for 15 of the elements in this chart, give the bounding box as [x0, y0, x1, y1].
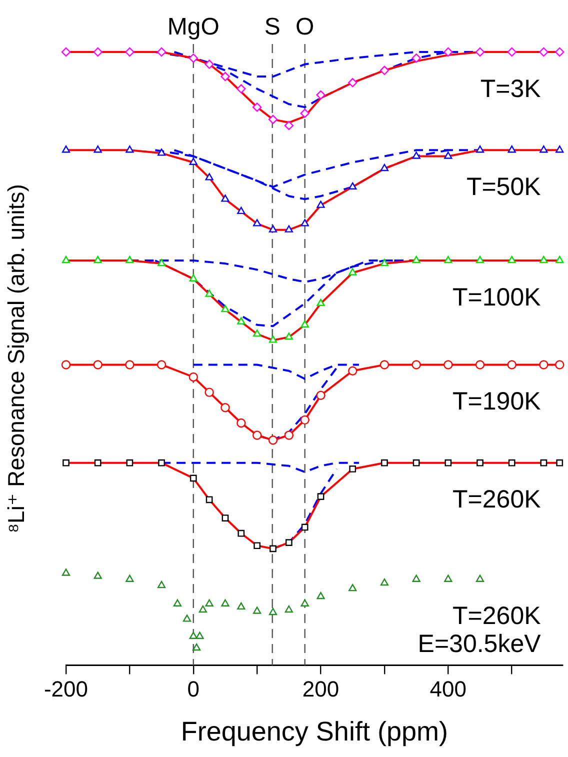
ref-line-label: MgO [167, 14, 220, 41]
series-label: T=50K [466, 173, 542, 202]
series-label: T=100K [452, 283, 542, 312]
series-label: T=3K [480, 74, 542, 103]
series-label: T=260K [452, 486, 542, 514]
x-tick-label: -200 [44, 676, 88, 702]
ref-line-label: S [264, 14, 280, 41]
ref-line-label: O [296, 14, 314, 41]
x-tick-label: 200 [302, 676, 340, 702]
series-label: T=190K [452, 388, 542, 416]
y-axis-title: ⁸Li⁺ Resonance Signal (arb. units) [3, 184, 30, 534]
x-tick-label: 400 [430, 676, 467, 702]
x-axis-title: Frequency Shift (ppm) [180, 716, 448, 746]
x-tick-label: 0 [187, 676, 200, 702]
series-label: T=260K E=30.5keV [418, 602, 542, 658]
